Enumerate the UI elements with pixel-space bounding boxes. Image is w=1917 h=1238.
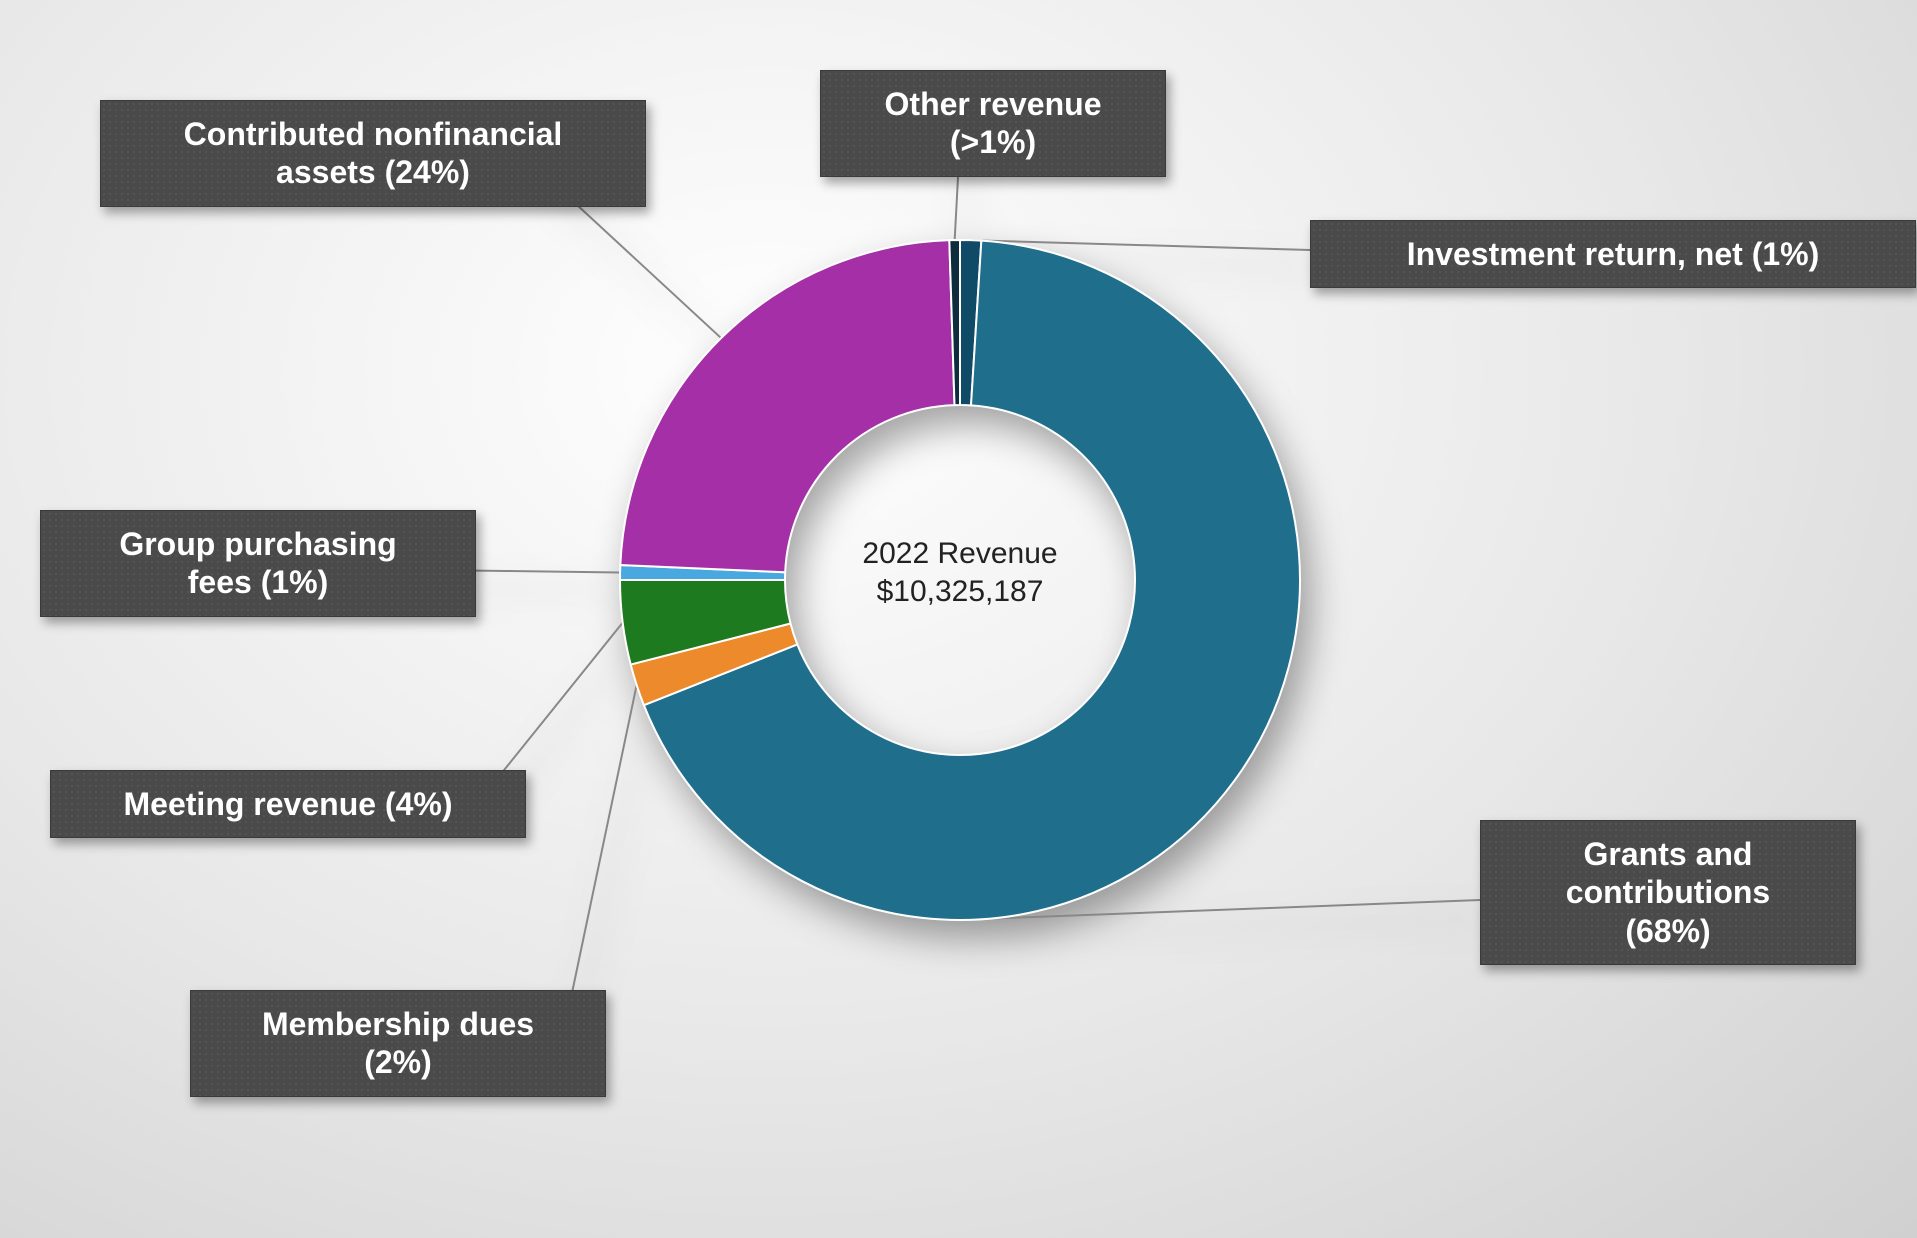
label-grants: Grants and contributions (68%) xyxy=(1480,820,1856,965)
label-meeting: Meeting revenue (4%) xyxy=(50,770,526,838)
chart-stage: { "chart": { "type": "donut", "backgroun… xyxy=(0,0,1917,1238)
label-investment_return: Investment return, net (1%) xyxy=(1310,220,1916,288)
label-group_purchasing: Group purchasing fees (1%) xyxy=(40,510,476,617)
label-membership: Membership dues (2%) xyxy=(190,990,606,1097)
label-other: Other revenue (>1%) xyxy=(820,70,1166,177)
donut-center-label: 2022 Revenue $10,325,187 xyxy=(785,535,1135,610)
label-nonfinancial_assets: Contributed nonfinancial assets (24%) xyxy=(100,100,646,207)
